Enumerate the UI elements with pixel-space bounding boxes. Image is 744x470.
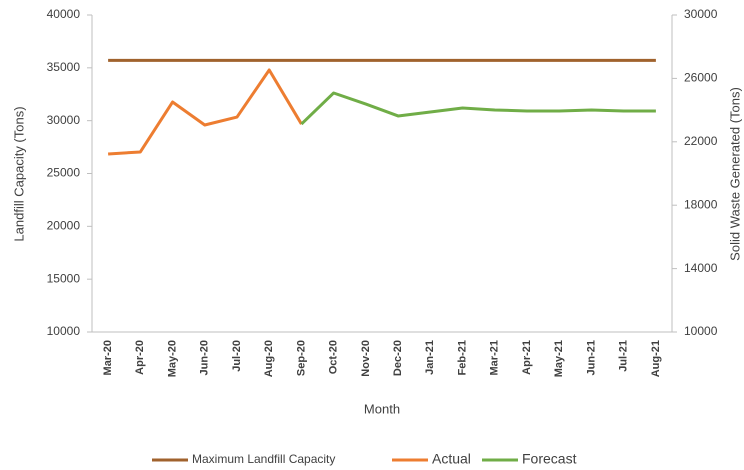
y-tick-label: 35000 [47, 60, 81, 74]
y-tick-label: 10000 [47, 324, 81, 338]
x-tick-label: May-21 [553, 340, 565, 377]
y2-tick-label: 10000 [684, 324, 718, 338]
y2-tick-label: 26000 [684, 71, 718, 85]
y2-tick-label: 30000 [684, 7, 718, 21]
x-tick-label: Mar-21 [489, 340, 501, 375]
series-line [108, 68, 303, 156]
legend-label: Maximum Landfill Capacity [192, 452, 335, 466]
x-tick-label: Jun-21 [585, 340, 597, 375]
x-tick-label: Oct-20 [328, 340, 340, 374]
x-tick-label: Jun-20 [199, 340, 211, 375]
x-tick-label: May-20 [166, 340, 178, 377]
x-tick-label: Aug-21 [650, 340, 662, 377]
y2-tick-label: 14000 [684, 261, 718, 275]
x-tick-label: Aug-20 [263, 340, 275, 377]
legend-label: Actual [432, 451, 471, 467]
x-tick-label: Jul-21 [618, 340, 630, 372]
x-tick-label: Sep-20 [295, 340, 307, 376]
x-tick-label: Jul-20 [231, 340, 243, 372]
series-line [300, 91, 656, 126]
y-axis-title: Landfill Capacity (Tons) [11, 106, 26, 241]
x-axis-title: Month [364, 401, 400, 416]
y-tick-label: 30000 [47, 113, 81, 127]
x-tick-label: Apr-21 [521, 340, 533, 375]
y-tick-label: 25000 [47, 166, 81, 180]
y2-tick-label: 22000 [684, 134, 718, 148]
y2-axis-title: Solid Waste Generated (Tons) [727, 87, 742, 261]
legend-label: Forecast [522, 451, 577, 467]
x-tick-label: Nov-20 [360, 340, 372, 377]
x-tick-label: Mar-20 [102, 340, 114, 375]
y-tick-label: 40000 [47, 7, 81, 21]
x-tick-label: Dec-20 [392, 340, 404, 376]
y2-tick-label: 18000 [684, 197, 718, 211]
x-tick-label: Jan-21 [424, 340, 436, 375]
y-tick-label: 15000 [47, 271, 81, 285]
x-tick-label: Apr-20 [134, 340, 146, 375]
x-tick-label: Feb-21 [456, 340, 468, 375]
y-tick-label: 20000 [47, 219, 81, 233]
